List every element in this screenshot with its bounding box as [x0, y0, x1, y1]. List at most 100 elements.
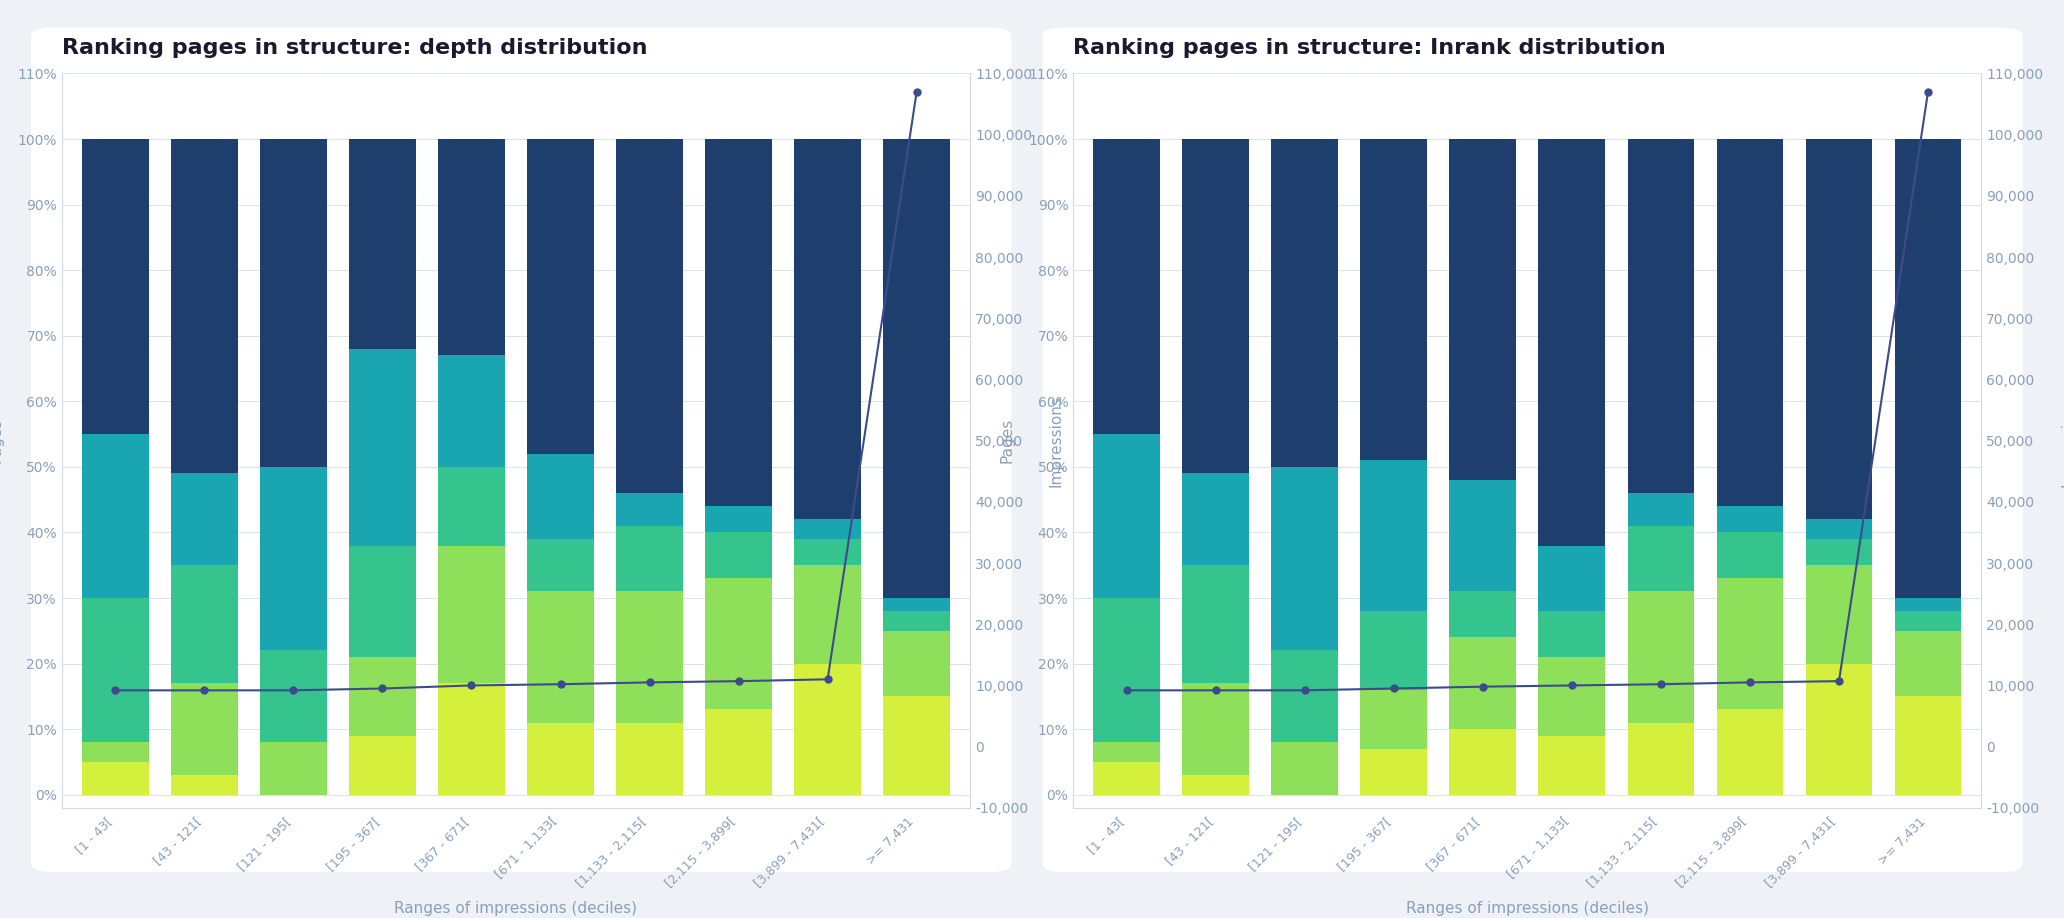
Bar — [1538, 139, 1606, 545]
Bar — [349, 349, 415, 545]
Bar — [1183, 139, 1249, 474]
Bar — [526, 722, 594, 795]
X-axis label: Ranges of impressions (deciles): Ranges of impressions (deciles) — [394, 901, 638, 916]
Bar — [1806, 520, 1872, 539]
Bar — [1094, 762, 1160, 795]
Bar — [1806, 664, 1872, 795]
Bar — [1094, 139, 1160, 434]
Bar — [795, 539, 861, 565]
Bar — [1271, 651, 1337, 743]
Bar — [1449, 480, 1517, 591]
Y-axis label: Impressions: Impressions — [1049, 395, 1063, 487]
Bar — [617, 526, 683, 591]
Bar — [83, 139, 149, 434]
Bar — [1094, 743, 1160, 762]
Bar — [1360, 139, 1426, 460]
Bar — [83, 434, 149, 598]
Bar — [1717, 710, 1783, 795]
Y-axis label: Impressions: Impressions — [2060, 395, 2064, 487]
Bar — [1806, 565, 1872, 664]
Bar — [1717, 578, 1783, 710]
Bar — [883, 697, 949, 795]
Bar — [1806, 539, 1872, 565]
Bar — [1538, 611, 1606, 657]
Bar — [83, 743, 149, 762]
Bar — [260, 651, 326, 743]
Bar — [1895, 598, 1961, 611]
Bar — [1895, 139, 1961, 598]
Bar — [706, 578, 772, 710]
Bar — [1183, 775, 1249, 795]
Y-axis label: Pages: Pages — [999, 418, 1015, 464]
Bar — [617, 722, 683, 795]
Bar — [1717, 532, 1783, 578]
Bar — [1094, 598, 1160, 743]
Bar — [1360, 749, 1426, 795]
Bar — [1628, 526, 1695, 591]
Bar — [1806, 139, 1872, 520]
Y-axis label: Pages: Pages — [0, 418, 4, 464]
Bar — [1449, 139, 1517, 480]
Bar — [349, 657, 415, 735]
Bar — [1183, 683, 1249, 775]
Bar — [349, 735, 415, 795]
Bar — [706, 139, 772, 506]
Bar — [83, 598, 149, 743]
Bar — [1628, 722, 1695, 795]
Bar — [1271, 139, 1337, 467]
Bar — [171, 775, 237, 795]
Bar — [795, 139, 861, 520]
Bar — [795, 664, 861, 795]
Bar — [1895, 697, 1961, 795]
Bar — [883, 139, 949, 598]
Text: Ranking pages in structure: depth distribution: Ranking pages in structure: depth distri… — [62, 38, 648, 58]
Bar — [706, 532, 772, 578]
Bar — [1538, 735, 1606, 795]
Bar — [526, 591, 594, 722]
Bar — [1094, 434, 1160, 598]
X-axis label: Ranges of impressions (deciles): Ranges of impressions (deciles) — [1406, 901, 1649, 916]
Bar — [795, 565, 861, 664]
Bar — [438, 355, 506, 467]
Bar — [526, 539, 594, 591]
Bar — [526, 139, 594, 453]
Bar — [349, 545, 415, 657]
Bar — [1360, 689, 1426, 749]
Bar — [438, 683, 506, 795]
Bar — [1628, 591, 1695, 722]
Bar — [706, 710, 772, 795]
Bar — [795, 520, 861, 539]
Bar — [1628, 493, 1695, 526]
Bar — [1449, 637, 1517, 729]
Bar — [706, 506, 772, 532]
Bar — [83, 762, 149, 795]
Bar — [1717, 506, 1783, 532]
Bar — [526, 453, 594, 539]
Bar — [260, 743, 326, 795]
Bar — [438, 545, 506, 683]
Bar — [1717, 139, 1783, 506]
Bar — [1538, 657, 1606, 735]
Bar — [349, 139, 415, 349]
Bar — [1538, 545, 1606, 611]
Bar — [617, 139, 683, 493]
Text: Ranking pages in structure: Inrank distribution: Ranking pages in structure: Inrank distr… — [1073, 38, 1666, 58]
Bar — [1449, 729, 1517, 795]
Bar — [438, 467, 506, 545]
Bar — [617, 493, 683, 526]
Bar — [1183, 474, 1249, 565]
Bar — [1360, 460, 1426, 611]
Bar — [1895, 631, 1961, 697]
Bar — [1271, 743, 1337, 795]
Bar — [171, 139, 237, 474]
Bar — [1895, 611, 1961, 631]
Bar — [171, 474, 237, 565]
Bar — [260, 139, 326, 467]
Bar — [883, 598, 949, 611]
Bar — [883, 631, 949, 697]
Bar — [438, 139, 506, 355]
Bar — [617, 591, 683, 722]
Bar — [171, 565, 237, 683]
Bar — [1628, 139, 1695, 493]
Bar — [1271, 467, 1337, 651]
